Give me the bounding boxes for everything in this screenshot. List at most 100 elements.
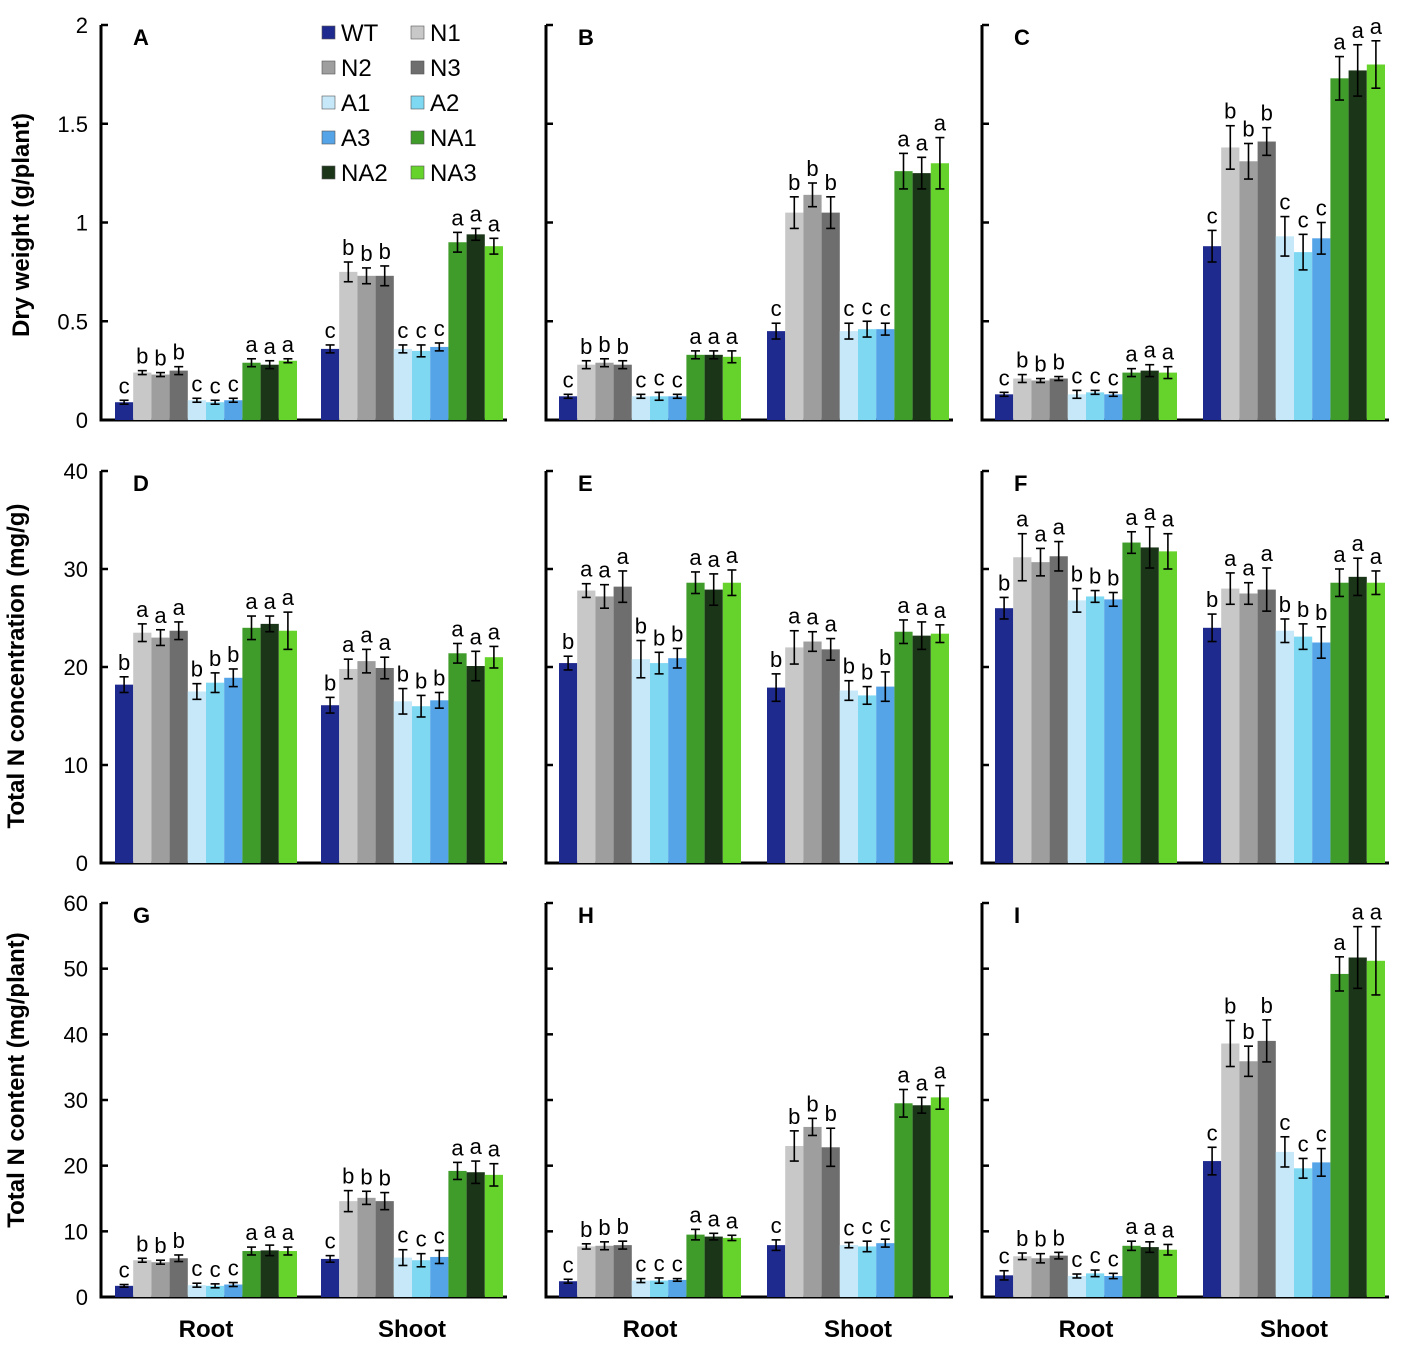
bar-n2-shoot bbox=[803, 641, 822, 863]
significance-letter: b bbox=[1242, 117, 1254, 142]
significance-letter: b bbox=[397, 662, 409, 687]
bar-n2-root bbox=[595, 362, 614, 420]
bar-n1-root bbox=[577, 364, 596, 420]
legend-label: N2 bbox=[341, 55, 372, 82]
y-tick-label: 60 bbox=[64, 891, 88, 916]
bar-na3-shoot bbox=[930, 163, 949, 420]
bar-a2-root bbox=[1086, 1273, 1105, 1297]
significance-letter: b bbox=[617, 334, 629, 359]
significance-letter: a bbox=[689, 1202, 702, 1227]
significance-letter: b bbox=[788, 170, 800, 195]
bar-n3-shoot bbox=[375, 667, 394, 863]
significance-letter: a bbox=[470, 201, 483, 226]
significance-letter: a bbox=[245, 1220, 258, 1245]
significance-letter: a bbox=[708, 1206, 721, 1231]
significance-letter: a bbox=[136, 597, 149, 622]
legend-label: A3 bbox=[341, 125, 370, 152]
bar-a3-root bbox=[1104, 1275, 1123, 1297]
legend-swatch bbox=[410, 60, 425, 75]
significance-letter: a bbox=[916, 1070, 929, 1095]
significance-letter: a bbox=[1370, 544, 1383, 569]
bar-n3-root bbox=[1049, 1255, 1068, 1297]
bar-na1-root bbox=[686, 582, 705, 863]
bar-na2-root bbox=[704, 589, 723, 863]
bar-a2-root bbox=[1086, 596, 1105, 863]
bar-na2-shoot bbox=[1348, 70, 1367, 421]
significance-letter: b bbox=[415, 668, 427, 693]
significance-letter: c bbox=[654, 1251, 665, 1276]
significance-letter: c bbox=[191, 1256, 202, 1281]
bar-wt-shoot bbox=[1203, 627, 1222, 863]
significance-letter: c bbox=[119, 1258, 130, 1283]
bar-n2-root bbox=[151, 374, 170, 420]
bar-wt-root bbox=[995, 608, 1014, 863]
significance-letter: a bbox=[451, 1135, 464, 1160]
y-axis-labels: Dry weight (g/plant) Total N concentrati… bbox=[3, 113, 35, 1228]
bar-na3-root bbox=[1158, 1249, 1177, 1297]
bar-a3-shoot bbox=[430, 346, 449, 420]
bar-na1-shoot bbox=[1330, 582, 1349, 863]
significance-letter: c bbox=[210, 373, 221, 398]
legend-swatch bbox=[410, 95, 425, 110]
significance-letter: b bbox=[580, 334, 592, 359]
bar-a2-shoot bbox=[858, 695, 877, 863]
significance-letter: b bbox=[825, 170, 837, 195]
x-category-label: Root bbox=[179, 1316, 234, 1343]
legend-item-wt: WT bbox=[321, 20, 379, 47]
panel-label-f: F bbox=[1014, 471, 1027, 496]
bar-a1-shoot bbox=[1275, 236, 1294, 420]
significance-letter: c bbox=[325, 1229, 336, 1254]
significance-letter: a bbox=[689, 324, 702, 349]
y-tick-label: 0.5 bbox=[57, 309, 88, 334]
significance-letter: b bbox=[788, 1104, 800, 1129]
significance-letter: b bbox=[1034, 1227, 1046, 1252]
significance-letter: a bbox=[806, 605, 819, 630]
y-tick-label: 0 bbox=[76, 851, 88, 876]
bar-na3-root bbox=[722, 582, 741, 863]
significance-letter: b bbox=[1034, 352, 1046, 377]
bar-n3-shoot bbox=[375, 1201, 394, 1297]
significance-letter: a bbox=[488, 211, 501, 236]
significance-letter: b bbox=[136, 344, 148, 369]
significance-letter: b bbox=[379, 1166, 391, 1191]
bar-n1-root bbox=[577, 590, 596, 863]
significance-letter: b bbox=[1107, 566, 1119, 591]
x-category-label: Shoot bbox=[378, 1316, 446, 1343]
significance-letter: a bbox=[726, 543, 739, 568]
panel-label-d: D bbox=[133, 471, 149, 496]
y-axis-label-dry-weight: Dry weight (g/plant) bbox=[8, 113, 35, 337]
legend-swatch bbox=[321, 95, 336, 110]
bar-wt-root bbox=[559, 396, 578, 420]
bar-na3-root bbox=[722, 356, 741, 420]
bar-a3-shoot bbox=[430, 700, 449, 863]
legend-item-na3: NA3 bbox=[410, 160, 477, 187]
significance-letter: b bbox=[1071, 562, 1083, 587]
y-tick-label: 10 bbox=[64, 753, 88, 778]
bar-a1-shoot bbox=[839, 1245, 858, 1297]
bar-a2-root bbox=[1086, 392, 1105, 420]
significance-letter: c bbox=[325, 318, 336, 343]
bar-na3-root bbox=[278, 630, 297, 863]
bar-na1-shoot bbox=[894, 1103, 913, 1297]
significance-letter: a bbox=[708, 324, 721, 349]
significance-letter: b bbox=[1089, 564, 1101, 589]
significance-letter: c bbox=[880, 1212, 891, 1237]
significance-letter: c bbox=[672, 367, 683, 392]
bar-na1-shoot bbox=[894, 171, 913, 420]
bar-na3-root bbox=[278, 1251, 297, 1297]
significance-letter: b bbox=[360, 1164, 372, 1189]
bar-a3-root bbox=[224, 400, 243, 420]
significance-letter: b bbox=[598, 332, 610, 357]
significance-letter: b bbox=[806, 156, 818, 181]
significance-letter: c bbox=[119, 373, 130, 398]
significance-letter: a bbox=[1333, 542, 1346, 567]
bar-na1-root bbox=[242, 627, 261, 863]
significance-letter: a bbox=[264, 1218, 277, 1243]
legend-swatch bbox=[321, 60, 336, 75]
significance-letter: a bbox=[726, 1208, 739, 1233]
bar-a2-shoot bbox=[412, 1260, 431, 1297]
bar-na2-shoot bbox=[912, 1105, 931, 1297]
bar-n1-shoot bbox=[785, 212, 804, 420]
